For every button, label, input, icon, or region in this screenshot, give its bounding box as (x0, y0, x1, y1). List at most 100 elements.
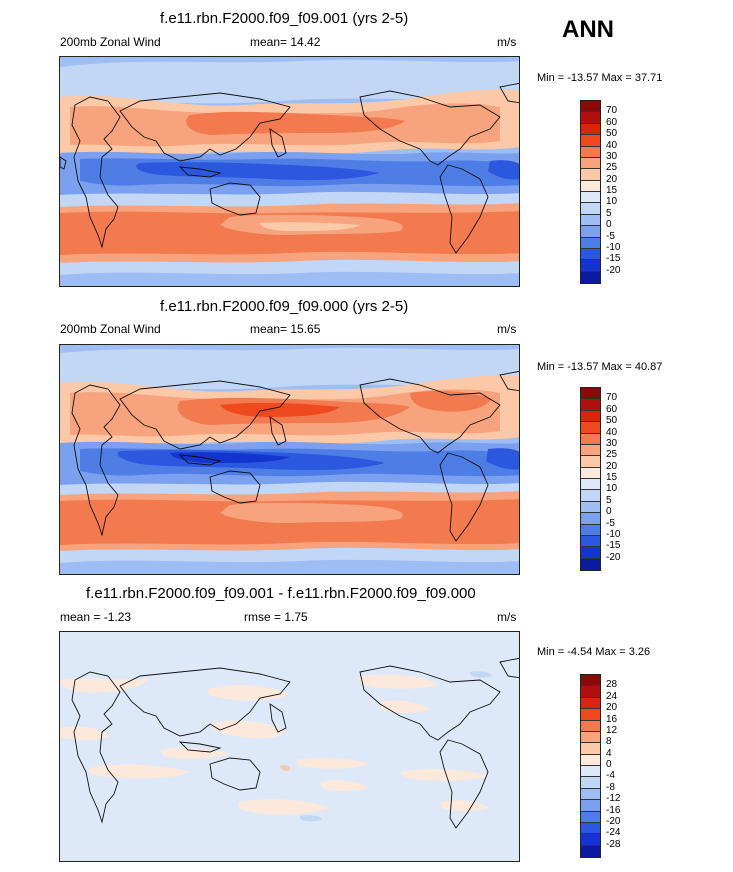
colorbar-tick-label: 30 (606, 437, 618, 449)
panel-1-variable-label: 200mb Zonal Wind (60, 35, 161, 49)
colorbar-tick-label: 15 (606, 472, 618, 483)
panel-2-title: f.e11.rbn.F2000.f09_f09.000 (yrs 2-5) (160, 298, 409, 315)
colorbar-tick-label: -16 (606, 804, 621, 816)
colorbar-tick-label: 15 (606, 185, 618, 196)
colorbar-swatch (581, 697, 600, 710)
colorbar-tick-label: 25 (606, 162, 618, 174)
colorbar-swatch (581, 260, 600, 272)
colorbar-tick-label: 8 (606, 736, 612, 748)
colorbar-tick-label: -20 (606, 815, 621, 827)
colorbar-tick-label: 70 (606, 392, 618, 404)
panel-2-units: m/s (497, 322, 517, 336)
panel-3-colorbar-labels: 28 24 20 16 12 8 4 0 -4 -8 -12 -16 -20 -24 -28 (606, 674, 646, 858)
colorbar-swatch (581, 675, 600, 687)
colorbar-swatch (581, 101, 600, 113)
colorbar-tick-label: -28 (606, 838, 621, 850)
colorbar-swatch (581, 169, 600, 181)
colorbar-swatch (581, 226, 600, 238)
colorbar-swatch (581, 558, 600, 570)
colorbar-tick-label: 20 (606, 173, 618, 185)
colorbar-tick-label: 16 (606, 713, 618, 725)
colorbar-tick-label: -5 (606, 230, 615, 242)
colorbar-swatch (581, 388, 600, 400)
colorbar-tick-label: -20 (606, 551, 621, 563)
colorbar-swatch (581, 513, 600, 525)
colorbar-tick-label: 20 (606, 460, 618, 472)
colorbar-swatch (581, 456, 600, 468)
colorbar-tick-label: -10 (606, 241, 621, 253)
colorbar-tick-label: 60 (606, 116, 618, 128)
colorbar-swatch (581, 192, 600, 204)
colorbar-swatch (581, 444, 600, 457)
colorbar-tick-label: 10 (606, 196, 618, 208)
panel-1-map (59, 56, 520, 287)
colorbar-swatch (581, 788, 600, 801)
panel-3-colorbar (580, 674, 601, 858)
panel-3-rmse-label: rmse = 1.75 (244, 610, 308, 624)
colorbar-tick-label: 24 (606, 690, 618, 702)
colorbar-tick-label: 40 (606, 139, 618, 151)
panel-2-variable-label: 200mb Zonal Wind (60, 322, 161, 336)
colorbar-swatch (581, 720, 600, 732)
colorbar-swatch (581, 237, 600, 249)
colorbar-swatch (581, 123, 600, 136)
colorbar-tick-label: 20 (606, 702, 618, 714)
colorbar-tick-label: 28 (606, 679, 618, 691)
colorbar-swatch (581, 180, 600, 192)
colorbar-swatch (581, 271, 600, 283)
colorbar-tick-label: 40 (606, 426, 618, 438)
panel-3-minmax: Min = -4.54 Max = 3.26 (537, 646, 651, 658)
colorbar-tick-label: 12 (606, 724, 618, 736)
colorbar-tick-label: -4 (606, 770, 615, 782)
panel-3-mean-label: mean = -1.23 (60, 610, 132, 624)
colorbar-swatch (581, 731, 600, 744)
panel-3-units: m/s (497, 610, 517, 624)
colorbar-swatch (581, 399, 600, 411)
panel-1-colorbar-labels: 70 60 50 40 30 25 20 15 10 5 0 -5 -10 -15 -20 (606, 100, 646, 284)
colorbar-swatch (581, 490, 600, 502)
colorbar-tick-label: 50 (606, 415, 618, 427)
colorbar-swatch (581, 157, 600, 170)
season-label: ANN (562, 16, 614, 43)
colorbar-swatch (581, 467, 600, 479)
colorbar-swatch (581, 433, 600, 445)
colorbar-tick-label: 50 (606, 128, 618, 140)
colorbar-tick-label: 10 (606, 483, 618, 495)
colorbar-swatch (581, 822, 600, 835)
colorbar-swatch (581, 410, 600, 423)
panel-3-contour-plot (60, 632, 519, 861)
colorbar-swatch (581, 214, 600, 227)
colorbar-tick-label: -15 (606, 540, 621, 552)
panel-2-colorbar-labels: 70 60 50 40 30 25 20 15 10 5 0 -5 -10 -15 -20 (606, 387, 646, 571)
panel-3-map (59, 631, 520, 862)
colorbar-swatch (581, 146, 600, 158)
colorbar-tick-label: 5 (606, 494, 612, 506)
colorbar-swatch (581, 754, 600, 766)
colorbar-tick-label: -8 (606, 781, 615, 793)
colorbar-swatch (581, 547, 600, 559)
colorbar-swatch (581, 135, 600, 147)
panel-2-mean-label: mean= 15.65 (250, 322, 321, 336)
colorbar-swatch (581, 811, 600, 823)
panel-1-colorbar (580, 100, 601, 284)
colorbar-swatch (581, 686, 600, 698)
colorbar-tick-label: -10 (606, 528, 621, 540)
colorbar-swatch (581, 777, 600, 789)
colorbar-tick-label: 70 (606, 105, 618, 117)
colorbar-tick-label: 30 (606, 150, 618, 162)
panel-2-colorbar (580, 387, 601, 571)
panel-1-minmax: Min = -13.57 Max = 37.71 (537, 72, 663, 84)
colorbar-swatch (581, 709, 600, 721)
colorbar-tick-label: -15 (606, 253, 621, 265)
panel-1-units: m/s (497, 35, 517, 49)
panel-3-title: f.e11.rbn.F2000.f09_f09.001 - f.e11.rbn.… (86, 585, 476, 602)
colorbar-swatch (581, 524, 600, 536)
panel-2-minmax: Min = -13.57 Max = 40.87 (537, 361, 663, 373)
colorbar-tick-label: 25 (606, 449, 618, 461)
colorbar-tick-label: 0 (606, 759, 612, 770)
colorbar-tick-label: 0 (606, 219, 612, 231)
colorbar-swatch (581, 422, 600, 434)
colorbar-tick-label: 4 (606, 747, 612, 759)
colorbar-swatch (581, 743, 600, 755)
colorbar-swatch (581, 203, 600, 215)
